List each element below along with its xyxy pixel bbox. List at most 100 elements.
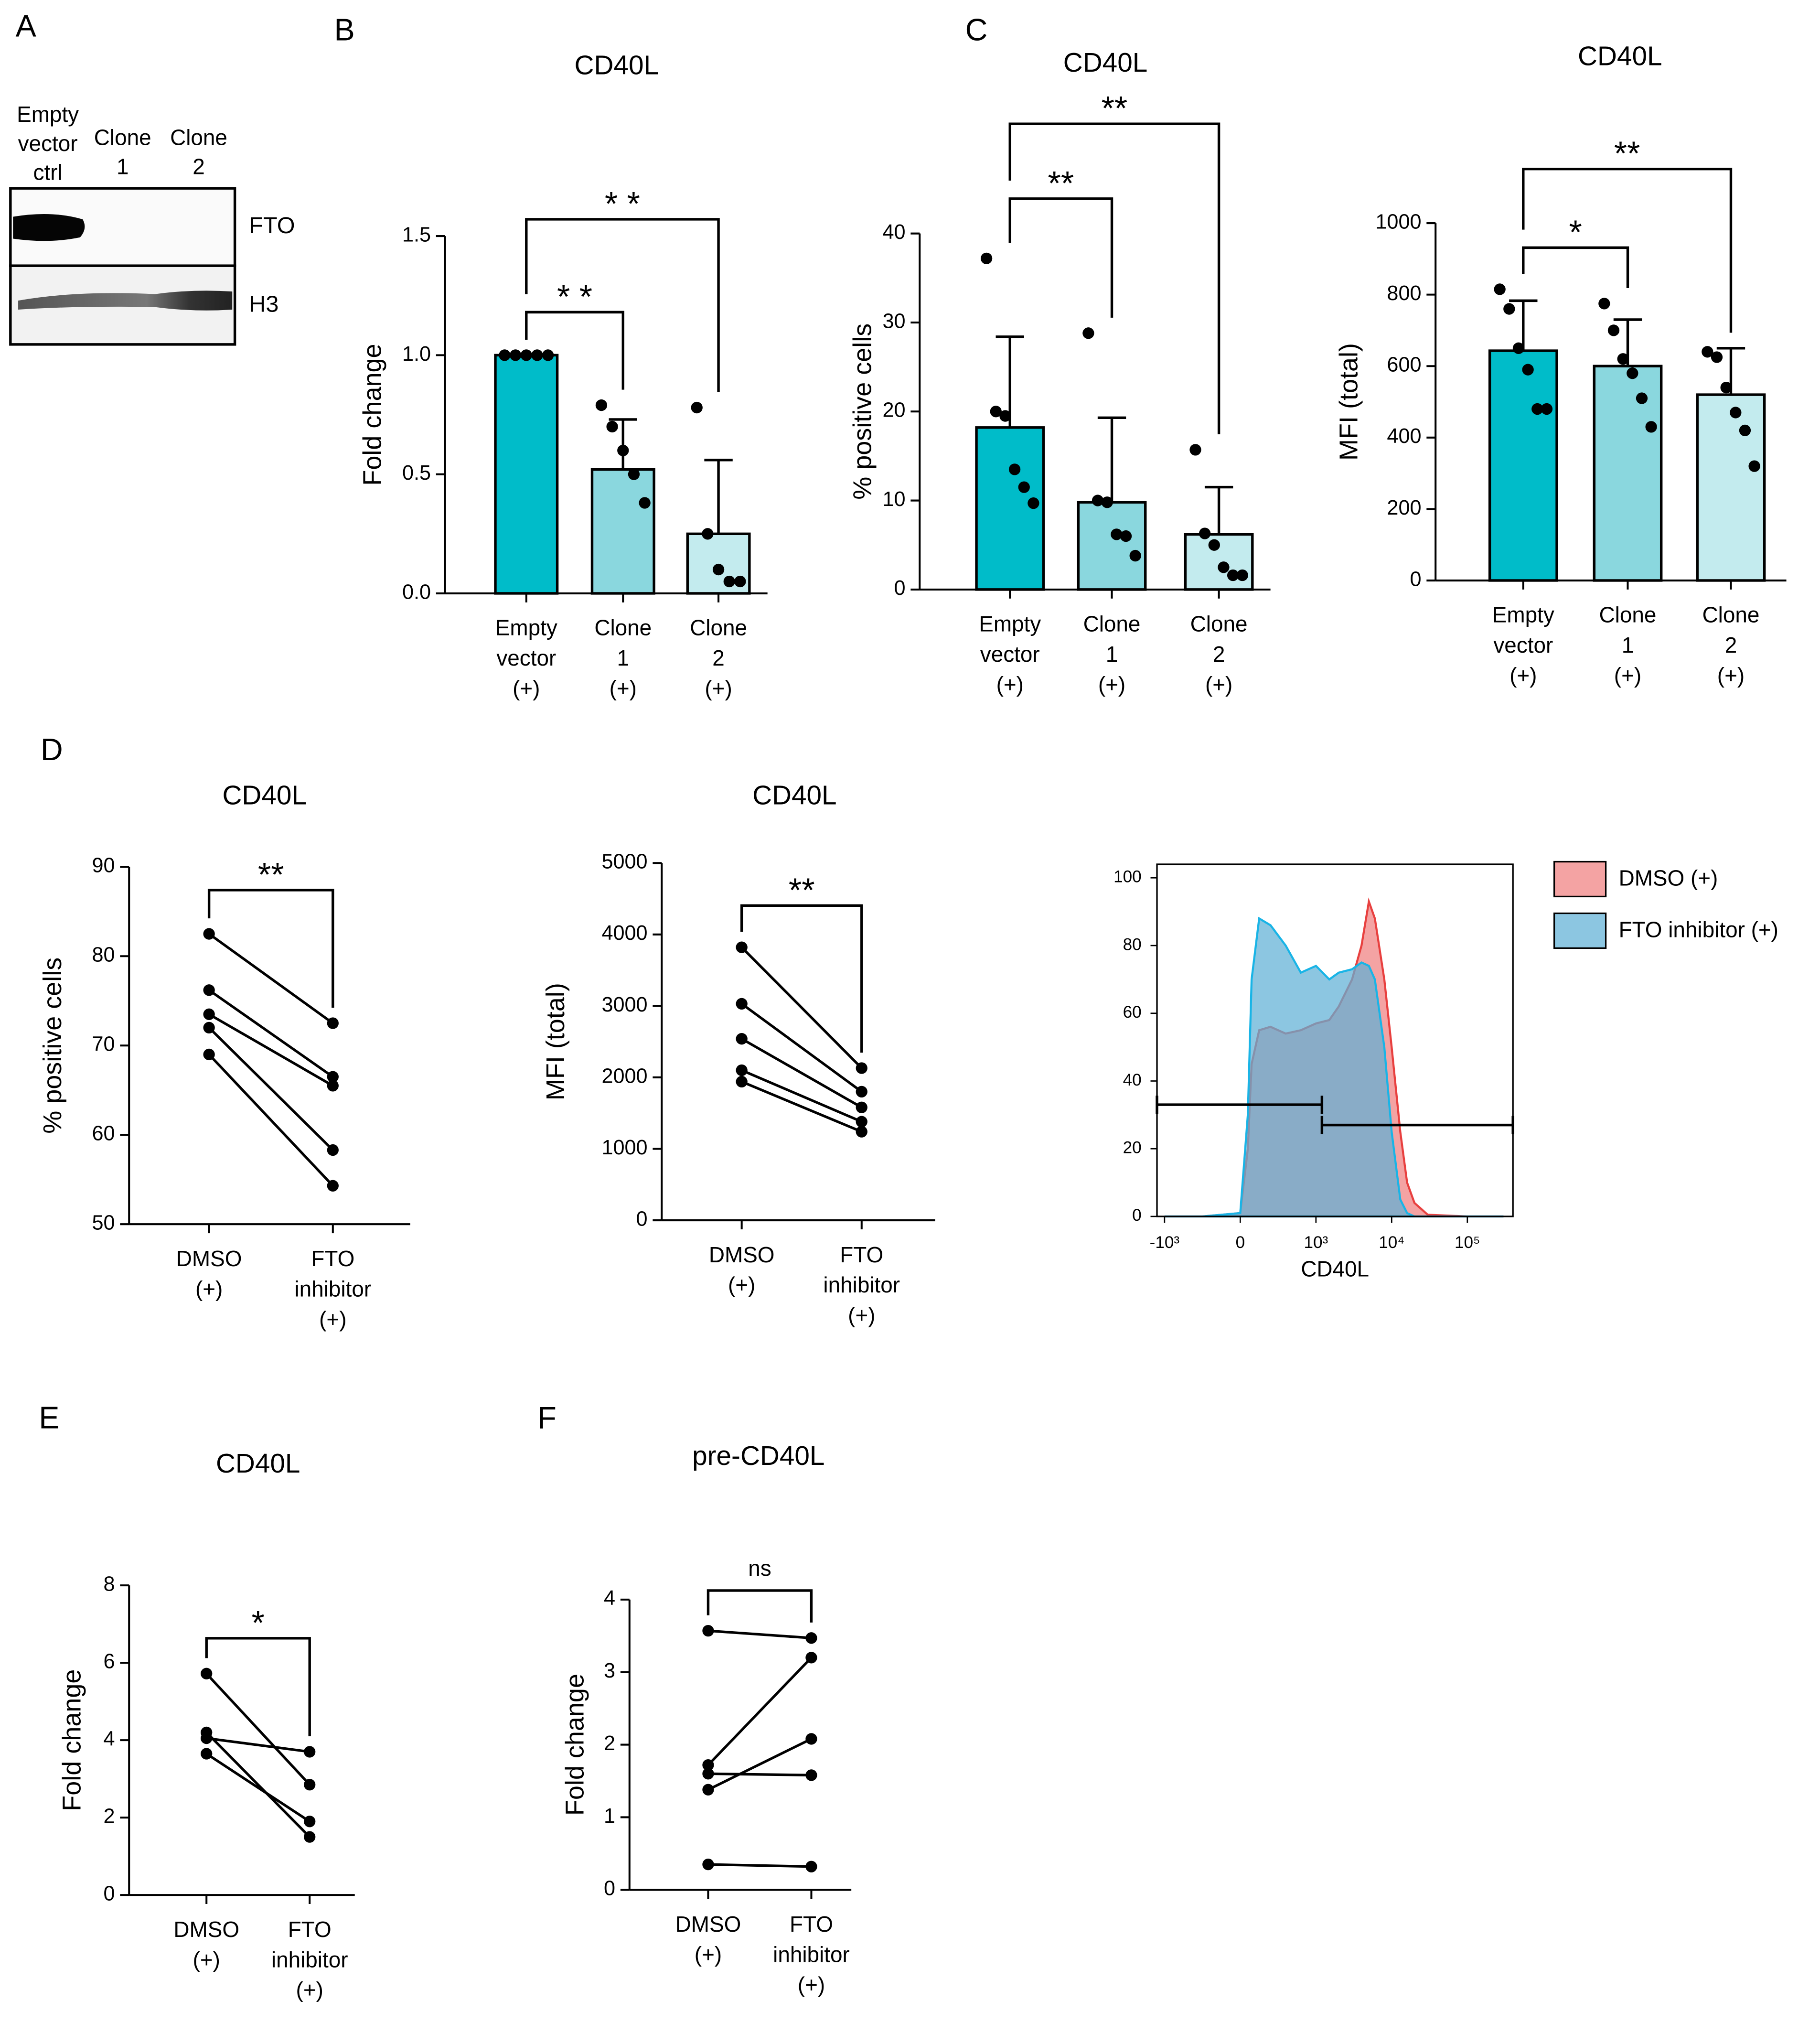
data-point — [702, 1768, 714, 1780]
data-point — [1189, 444, 1201, 456]
error-bar — [1204, 485, 1233, 535]
x-tick-label: (+) — [1205, 672, 1232, 697]
data-point — [856, 1086, 867, 1097]
significance-label: ** — [1102, 89, 1128, 127]
y-axis-label: % positive cells — [38, 957, 67, 1134]
pair-line — [707, 1738, 812, 1791]
pair-line — [205, 1732, 311, 1838]
data-point — [1748, 460, 1760, 472]
y-tick-label: 1.0 — [402, 343, 431, 366]
data-point — [999, 410, 1011, 422]
panel-letter: F — [537, 1400, 557, 1435]
data-point — [1512, 342, 1525, 354]
x-tick-label: (+) — [195, 1276, 223, 1301]
pair-line — [208, 1013, 334, 1087]
x-tick-label: (+) — [1717, 663, 1745, 688]
x-tick-label: vector — [1493, 633, 1553, 657]
pair-line — [208, 989, 334, 1078]
significance-bracket — [525, 311, 624, 390]
x-tick-label: 2 — [1725, 633, 1737, 657]
chart-title: CD40L — [575, 50, 659, 80]
data-point — [617, 444, 629, 456]
data-point — [1702, 346, 1713, 358]
data-point — [805, 1769, 817, 1781]
x-axis-label: CD40L — [1301, 1257, 1369, 1281]
chart-title: CD40L — [1063, 48, 1147, 78]
pair-line — [205, 1753, 310, 1823]
y-tick-label: 800 — [1387, 282, 1421, 305]
x-tick-label: (+) — [1098, 672, 1125, 697]
data-point — [327, 1180, 339, 1192]
data-point — [736, 998, 748, 1010]
y-tick-label: 20 — [883, 399, 906, 422]
data-point — [1199, 527, 1211, 539]
x-tick-label: Clone — [594, 615, 652, 640]
data-point — [1522, 364, 1534, 376]
y-tick-label: 1.5 — [402, 223, 431, 246]
data-point — [1120, 530, 1132, 542]
x-tick-label: inhibitor — [294, 1276, 371, 1301]
data-point — [702, 1784, 714, 1796]
x-tick-label: 2 — [712, 645, 725, 670]
data-point — [327, 1144, 339, 1156]
y-tick-label: 0.0 — [402, 581, 431, 603]
y-tick-label: 80 — [92, 944, 115, 967]
x-tick-label: (+) — [848, 1303, 875, 1328]
bar — [590, 468, 655, 595]
y-tick-label: 90 — [92, 854, 115, 877]
data-point — [203, 1022, 215, 1034]
x-tick-label: FTO — [288, 1917, 332, 1942]
pair-line — [741, 1069, 862, 1123]
data-point — [856, 1101, 867, 1113]
data-point — [702, 1859, 714, 1871]
band-label: H3 — [249, 291, 278, 317]
significance-label: ** — [789, 871, 815, 909]
pair-line — [208, 1026, 334, 1151]
lane-label: ctrl — [33, 160, 63, 185]
x-tick-label: FTO — [311, 1246, 354, 1271]
lane-label: Clone — [170, 125, 227, 150]
data-point — [1607, 324, 1620, 336]
lane-label: Empty — [17, 102, 79, 127]
significance-bracket — [1008, 122, 1220, 434]
significance-label: * — [1569, 213, 1582, 251]
x-tick-label: (+) — [1614, 663, 1641, 688]
y-axis-label: Fold change — [358, 344, 386, 485]
pair-line — [708, 1863, 812, 1868]
y-tick-label: 30 — [883, 310, 906, 333]
x-tick-label: FTO — [790, 1912, 833, 1936]
data-point — [327, 1071, 339, 1083]
y-axis-label: Fold change — [57, 1669, 86, 1811]
y-tick-label: 0 — [103, 1882, 115, 1905]
histogram-area — [1164, 916, 1504, 1218]
x-tick-label: (+) — [513, 676, 540, 701]
significance-bracket — [707, 1589, 813, 1623]
significance-label: * — [252, 1603, 265, 1641]
pair-line — [708, 1629, 812, 1640]
y-tick-label: 4000 — [601, 922, 647, 945]
panel-letter: D — [41, 732, 63, 767]
legend-label: DMSO (+) — [1619, 865, 1718, 890]
data-point — [304, 1746, 316, 1758]
data-point — [203, 1008, 215, 1020]
band-label: FTO — [249, 213, 295, 238]
data-point — [1227, 569, 1239, 581]
y-tick-label: 4 — [103, 1728, 115, 1751]
chart-title: pre-CD40L — [692, 1441, 824, 1471]
significance-label: ** — [1614, 134, 1640, 172]
significance-bracket — [525, 218, 720, 392]
data-point — [628, 468, 640, 480]
y-tick-label: 8 — [103, 1573, 115, 1596]
significance-bracket — [1522, 246, 1629, 288]
pair-line — [208, 1054, 334, 1187]
pair-line — [740, 946, 863, 1069]
data-point — [691, 401, 703, 414]
x-tick-label: vector — [980, 642, 1040, 667]
data-point — [203, 1048, 215, 1061]
bar — [1488, 349, 1558, 582]
data-point — [856, 1062, 867, 1074]
data-point — [1092, 495, 1104, 506]
panel-letter: C — [965, 12, 988, 47]
y-tick-label: 600 — [1387, 354, 1421, 376]
x-tick-label: (+) — [798, 1972, 825, 1997]
